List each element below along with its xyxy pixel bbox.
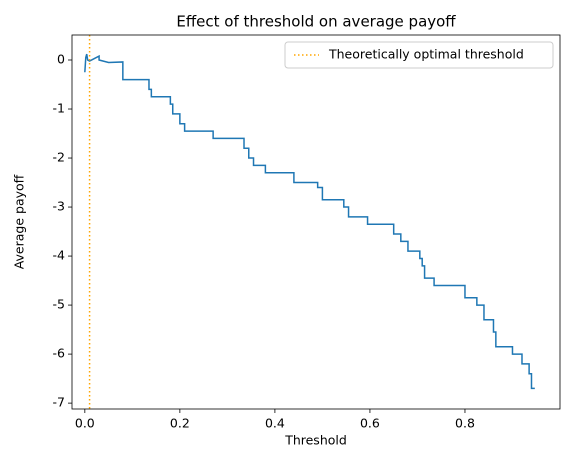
- y-tick-label: -4: [53, 248, 66, 263]
- chart-title: Effect of threshold on average payoff: [176, 13, 456, 31]
- legend-box: [284, 41, 554, 69]
- y-axis-label: Average payoff: [12, 174, 27, 269]
- x-tick-label: 0.8: [455, 416, 475, 431]
- x-axis-label: Threshold: [284, 433, 347, 448]
- y-tick-label: -5: [53, 297, 65, 312]
- y-tick-label: 0: [57, 51, 65, 66]
- x-tick-label: 0.6: [360, 416, 380, 431]
- y-tick-label: -1: [53, 101, 65, 116]
- y-tick-label: -3: [53, 199, 65, 214]
- axes-frame: [71, 34, 561, 410]
- x-tick-label: 0.0: [75, 416, 95, 431]
- legend-label: Theoretically optimal threshold: [328, 47, 524, 62]
- y-tick-label: -7: [53, 395, 65, 410]
- data-line: [84, 53, 535, 390]
- y-tick-label: -6: [53, 346, 66, 361]
- x-tick-label: 0.4: [265, 416, 285, 431]
- y-tick-label: -2: [53, 150, 65, 165]
- x-tick-label: 0.2: [170, 416, 190, 431]
